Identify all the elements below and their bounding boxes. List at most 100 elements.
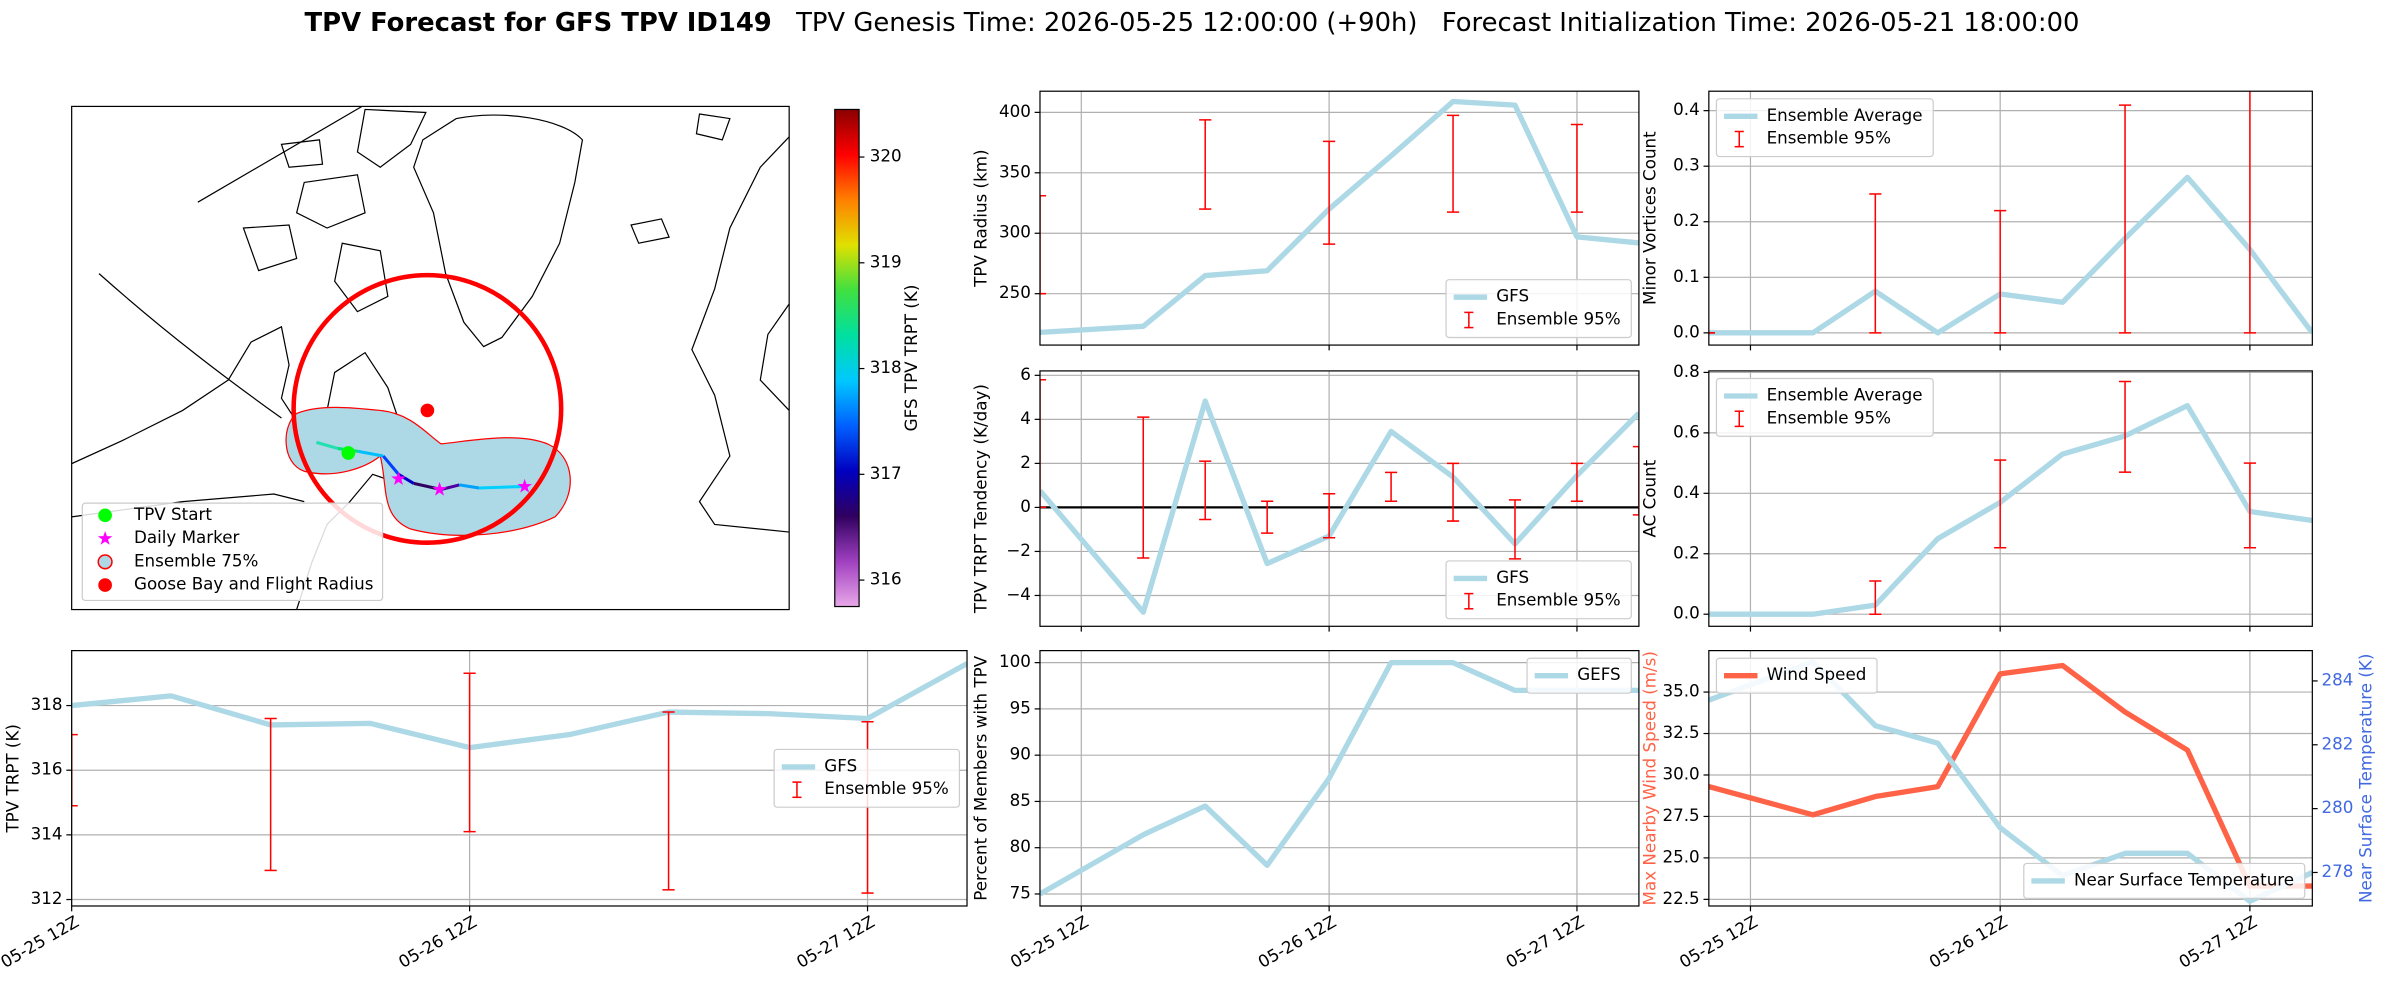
y-tick-label: 25.0 xyxy=(1662,846,1699,866)
legend-label: Wind Speed xyxy=(1767,664,1867,684)
colorbar-tick-label: 320 xyxy=(870,146,902,166)
legend-frame xyxy=(1526,657,1632,694)
y-tick-label: 400 xyxy=(999,101,1031,121)
goose-bay xyxy=(420,403,435,418)
colorbar-tick-label: 318 xyxy=(870,357,902,377)
y-tick-label: 90 xyxy=(1010,744,1031,764)
x-tick-label: 05-25 12Z xyxy=(1676,911,1761,972)
x-tick-label: 05-26 12Z xyxy=(1925,911,2010,972)
legend-marker xyxy=(97,554,113,570)
y-tick-label: 22.5 xyxy=(1662,888,1699,908)
y2-axis-label: Near Surface Temperature (K) xyxy=(2356,654,2376,903)
track-segment xyxy=(382,455,400,476)
panel: −4 −2 0 2 4 6 TPV TRPT Tendency (K/day) GFS Ense… xyxy=(971,364,1640,632)
x-tick-label: 05-26 12Z xyxy=(1254,911,1339,972)
line xyxy=(1039,398,1639,615)
legend-label: GFS xyxy=(824,755,857,775)
legend-label: Daily Marker xyxy=(134,527,240,547)
coastline xyxy=(413,114,584,348)
y-tick-label: 0.0 xyxy=(1673,603,1700,623)
legend: Ensemble Average Ensemble 95% xyxy=(1715,377,1934,437)
y-tick-label: 0.6 xyxy=(1673,421,1700,441)
y-tick-label: 4 xyxy=(1020,408,1031,428)
frame xyxy=(1039,370,1640,627)
y-tick-label: 0.2 xyxy=(1673,210,1700,230)
legend-label: Ensemble 75% xyxy=(134,550,258,570)
legend-label: Ensemble Average xyxy=(1767,105,1923,125)
daily-marker xyxy=(432,481,447,496)
legend: Near Surface Temperature xyxy=(2023,862,2306,900)
x-tick-label: 05-27 12Z xyxy=(2175,911,2260,972)
track-segment xyxy=(479,484,525,490)
colorbar-tick-label: 319 xyxy=(870,251,902,271)
ensemble-75-area xyxy=(285,406,571,536)
legend-label: GFS xyxy=(1496,567,1529,587)
legend-frame xyxy=(1715,657,1878,694)
tpv-start xyxy=(341,446,356,460)
plot-area xyxy=(1708,380,2313,617)
legend-frame xyxy=(2023,862,2306,900)
coastline xyxy=(630,113,790,533)
legend: GFS Ensemble 95% xyxy=(773,748,961,808)
y-tick-label: 0.4 xyxy=(1673,482,1700,502)
legend-label: Ensemble 95% xyxy=(1496,590,1620,610)
title-init: Forecast Initialization Time: 2026-05-21… xyxy=(1442,7,2080,37)
legend-frame xyxy=(773,748,961,808)
x-tick-label: 05-25 12Z xyxy=(0,911,82,972)
daily-marker xyxy=(391,471,406,485)
line xyxy=(1708,403,2313,617)
legend-marker xyxy=(98,578,112,592)
y-axis-label: Minor Vortices Count xyxy=(1640,131,1660,305)
line xyxy=(1708,174,2313,336)
y-tick-label: 0.2 xyxy=(1673,542,1700,562)
y-axis-label: TPV Radius (km) xyxy=(971,149,991,287)
legend-label: Ensemble 95% xyxy=(824,778,948,798)
plot-area xyxy=(1708,91,2313,336)
line xyxy=(71,661,968,751)
legend-marker xyxy=(98,508,112,523)
legend: Ensemble Average Ensemble 95% xyxy=(1715,98,1934,158)
y-axis-label: TPV TRPT (K) xyxy=(2,724,22,834)
legend-label: Ensemble Average xyxy=(1767,384,1923,404)
legend-label: GFS xyxy=(1496,286,1529,306)
frame xyxy=(1708,90,2313,346)
y-tick-label: 314 xyxy=(31,823,63,843)
x-tick-label: 05-26 12Z xyxy=(395,911,480,972)
figure-title: TPV Forecast for GFS TPV ID149 TPV Genesi… xyxy=(305,7,2080,37)
x-tick-label: 05-27 12Z xyxy=(793,911,878,972)
legend-frame xyxy=(1445,560,1632,620)
colorbar-tick-label: 317 xyxy=(870,463,902,483)
y-tick-label: 0.4 xyxy=(1673,99,1700,119)
flight-radius xyxy=(291,272,564,545)
colorbar-tick-label: 316 xyxy=(870,569,902,589)
legend: GEFS xyxy=(1526,657,1632,694)
y2-tick-label: 280 xyxy=(2321,797,2353,817)
y-tick-label: 30.0 xyxy=(1662,763,1699,783)
track-segment xyxy=(358,449,384,458)
y-tick-label: 250 xyxy=(999,282,1031,302)
y-tick-label: 316 xyxy=(31,759,63,779)
y-tick-label: 0.8 xyxy=(1673,361,1700,381)
legend-label: Near Surface Temperature xyxy=(2074,869,2294,889)
x-tick-label: 05-25 12Z xyxy=(1007,911,1092,972)
colorbar-label: GFS TPV TRPT (K) xyxy=(901,285,921,432)
coastline xyxy=(242,108,427,313)
legend-label: TPV Start xyxy=(133,504,212,524)
plot-area xyxy=(1039,659,1639,897)
legend: GFS Ensemble 95% xyxy=(1445,560,1632,620)
panel: 05-25 12Z 05-26 12Z 05-27 12Z 75 80 85 90 95 100… xyxy=(971,650,1640,972)
y-tick-label: 350 xyxy=(999,161,1031,181)
y-tick-label: 0.1 xyxy=(1673,266,1700,286)
legend-marker xyxy=(97,530,113,545)
y2-tick-label: 282 xyxy=(2321,733,2353,753)
track-segment xyxy=(397,472,415,485)
y-tick-label: 75 xyxy=(1010,882,1031,902)
coastline xyxy=(71,325,419,610)
legend: Wind Speed xyxy=(1715,657,1878,694)
y-tick-label: 32.5 xyxy=(1662,722,1699,742)
y-tick-label: 6 xyxy=(1020,364,1031,384)
legend-frame xyxy=(1715,98,1934,158)
y-tick-label: 95 xyxy=(1010,697,1031,717)
